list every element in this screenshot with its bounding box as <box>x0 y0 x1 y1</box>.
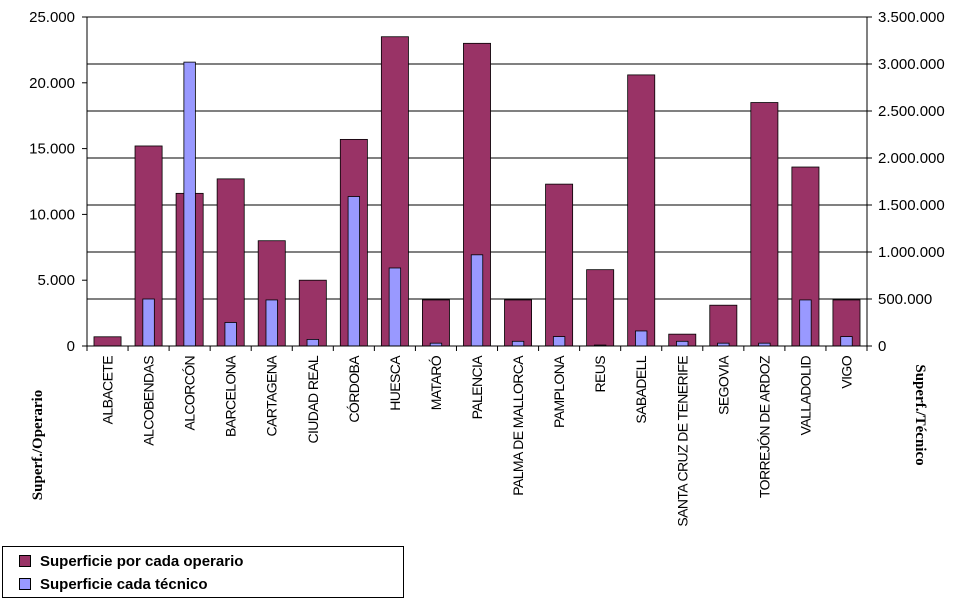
right-tick-label: 3.500.000 <box>878 9 945 26</box>
category-label: PALMA DE MALLORCA <box>510 355 526 496</box>
category-label: SEGOVIA <box>715 355 731 415</box>
bar-tecnico <box>347 196 360 347</box>
category-label: SANTA CRUZ DE TENERIFE <box>674 356 690 527</box>
category-label: PAMPLONA <box>551 355 567 428</box>
bar-tecnico <box>388 267 402 347</box>
bar-tecnico <box>635 330 648 347</box>
category-label: MATARÓ <box>428 355 444 410</box>
category-label: CARTAGENA <box>264 355 280 437</box>
bar-operario <box>750 102 779 347</box>
legend-label-tecnico: Superficie cada técnico <box>40 575 208 593</box>
category-label: CÓRDOBA <box>346 355 362 423</box>
category-label: VALLADOLID <box>797 356 813 436</box>
right-tick-label: 0 <box>878 338 886 355</box>
bar-tecnico <box>511 340 525 347</box>
bar-operario <box>545 183 574 347</box>
legend-item-operario: Superficie por cada operario <box>19 551 243 571</box>
right-tick-label: 2.000.000 <box>878 150 945 167</box>
right-axis-title: Superf./Técnico <box>912 364 928 465</box>
legend-swatch-operario <box>19 555 31 567</box>
right-tick-label: 1.000.000 <box>878 244 945 261</box>
left-tick-label: 0 <box>67 338 75 355</box>
category-label: REUS <box>592 356 608 393</box>
legend-swatch-tecnico <box>19 578 31 590</box>
category-label: ALCOBENDAS <box>141 356 157 446</box>
bar-tecnico <box>552 336 566 347</box>
legend-label-operario: Superficie por cada operario <box>40 552 244 570</box>
category-labels: ALBACETE ALCOBENDAS ALCORCÓN BARCELONA CARTA… <box>100 355 855 527</box>
bar-tecnico <box>799 299 812 347</box>
left-tick-label: 5.000 <box>37 272 75 289</box>
left-axis-tick-labels: 0 5.000 10.000 15.000 20.000 25.000 <box>29 9 75 355</box>
legend: Superficie por cada operario Superficie … <box>2 546 404 598</box>
bar-tecnico <box>224 322 237 347</box>
category-label: SABADELL <box>633 355 649 423</box>
bar-tecnico <box>676 340 689 347</box>
category-label: TORREJÓN DE ARDOZ <box>756 355 772 498</box>
bar-tecnico <box>306 339 319 347</box>
bar-operario <box>586 269 615 347</box>
right-tick-label: 2.500.000 <box>878 103 945 120</box>
left-tick-label: 10.000 <box>29 206 75 223</box>
left-tick-label: 15.000 <box>29 141 75 158</box>
right-tick-label: 3.000.000 <box>878 56 945 73</box>
category-label: CIUDAD REAL <box>305 355 321 443</box>
bar-operario <box>709 304 738 347</box>
bar-tecnico <box>183 61 196 347</box>
category-label: ALBACETE <box>100 356 116 425</box>
bar-operario <box>298 279 327 347</box>
bar-tecnico <box>265 299 278 347</box>
bars <box>93 36 861 347</box>
bar-operario <box>93 336 122 347</box>
dual-axis-bar-chart: 0 5.000 10.000 15.000 20.000 25.000 0 500.000 1… <box>29 9 945 527</box>
right-tick-label: 1.500.000 <box>878 197 945 214</box>
category-label: HUESCA <box>387 355 403 411</box>
right-axis-tick-labels: 0 500.000 1.000.000 1.500.000 2.000.000 2.500… <box>878 9 945 355</box>
category-label: ALCORCÓN <box>182 356 198 431</box>
left-tick-label: 20.000 <box>29 75 75 92</box>
category-label: BARCELONA <box>223 355 239 437</box>
category-label: VIGO <box>838 355 854 388</box>
bar-operario <box>421 299 450 347</box>
category-label: PALENCIA <box>469 355 485 420</box>
bar-tecnico <box>142 298 155 347</box>
bar-operario <box>504 299 532 347</box>
left-axis-title: Superf./Operario <box>30 390 46 500</box>
axes <box>82 16 872 351</box>
bar-operario <box>627 74 656 347</box>
bar-tecnico <box>470 254 484 347</box>
bar-operario <box>216 178 245 347</box>
legend-item-tecnico: Superficie cada técnico <box>19 574 208 594</box>
left-tick-label: 25.000 <box>29 9 75 26</box>
bar-tecnico <box>840 336 853 347</box>
right-tick-label: 500.000 <box>878 291 932 308</box>
